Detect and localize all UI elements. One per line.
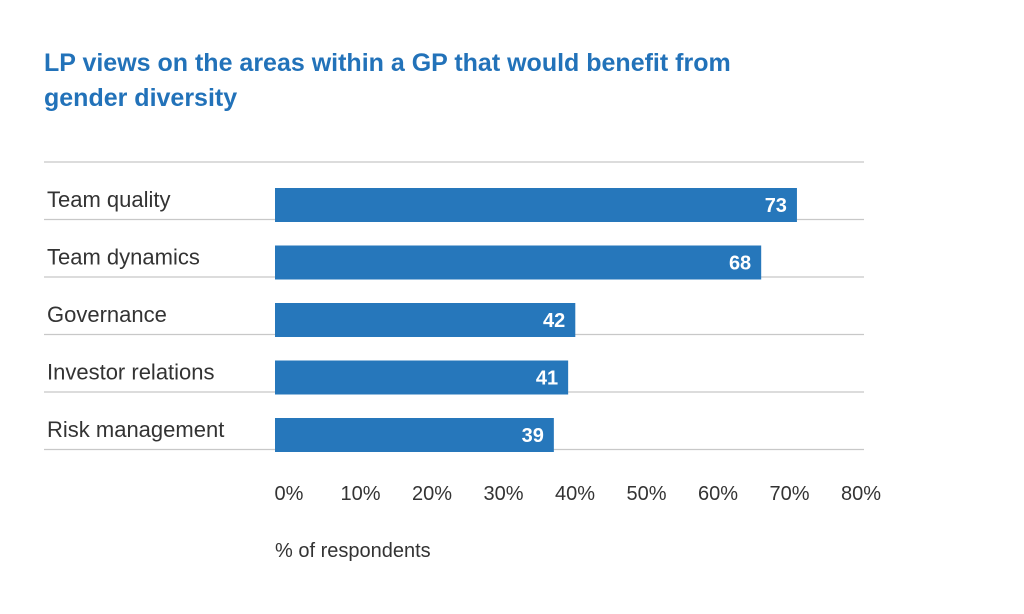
category-label: Governance: [47, 302, 167, 327]
bar: [275, 303, 576, 337]
category-label: Team dynamics: [47, 245, 200, 270]
bar: [275, 188, 797, 222]
bar-value-label: 68: [729, 253, 751, 275]
category-labels: Team quality Team dynamics Governance Inves…: [47, 187, 224, 442]
x-tick-label: 70%: [769, 483, 809, 505]
category-label: Team quality: [47, 187, 171, 212]
bar-value-label: 73: [765, 195, 787, 217]
x-tick-label: 20%: [412, 483, 452, 505]
x-tick-label: 30%: [483, 483, 523, 505]
bars: 73 68 42 41 39: [275, 188, 797, 452]
x-tick-label: 0%: [275, 483, 304, 505]
x-axis-title: % of respondents: [275, 540, 431, 562]
x-tick-label: 50%: [626, 483, 666, 505]
bar: [275, 418, 554, 452]
bar-value-label: 42: [543, 310, 565, 332]
chart-title: LP views on the areas within a GP that w…: [44, 49, 731, 112]
bar: [275, 360, 569, 395]
x-tick-label: 80%: [841, 483, 881, 505]
x-tick-label: 40%: [555, 483, 595, 505]
bar-value-label: 39: [522, 425, 544, 447]
x-tick-labels: 0% 10% 20% 30% 40% 50% 60% 70% 80%: [275, 483, 882, 505]
bar-value-label: 41: [536, 368, 558, 390]
category-label: Investor relations: [47, 360, 215, 385]
x-tick-label: 60%: [698, 483, 738, 505]
category-label: Risk management: [47, 417, 224, 442]
bar: [275, 245, 762, 280]
x-tick-label: 10%: [340, 483, 380, 505]
